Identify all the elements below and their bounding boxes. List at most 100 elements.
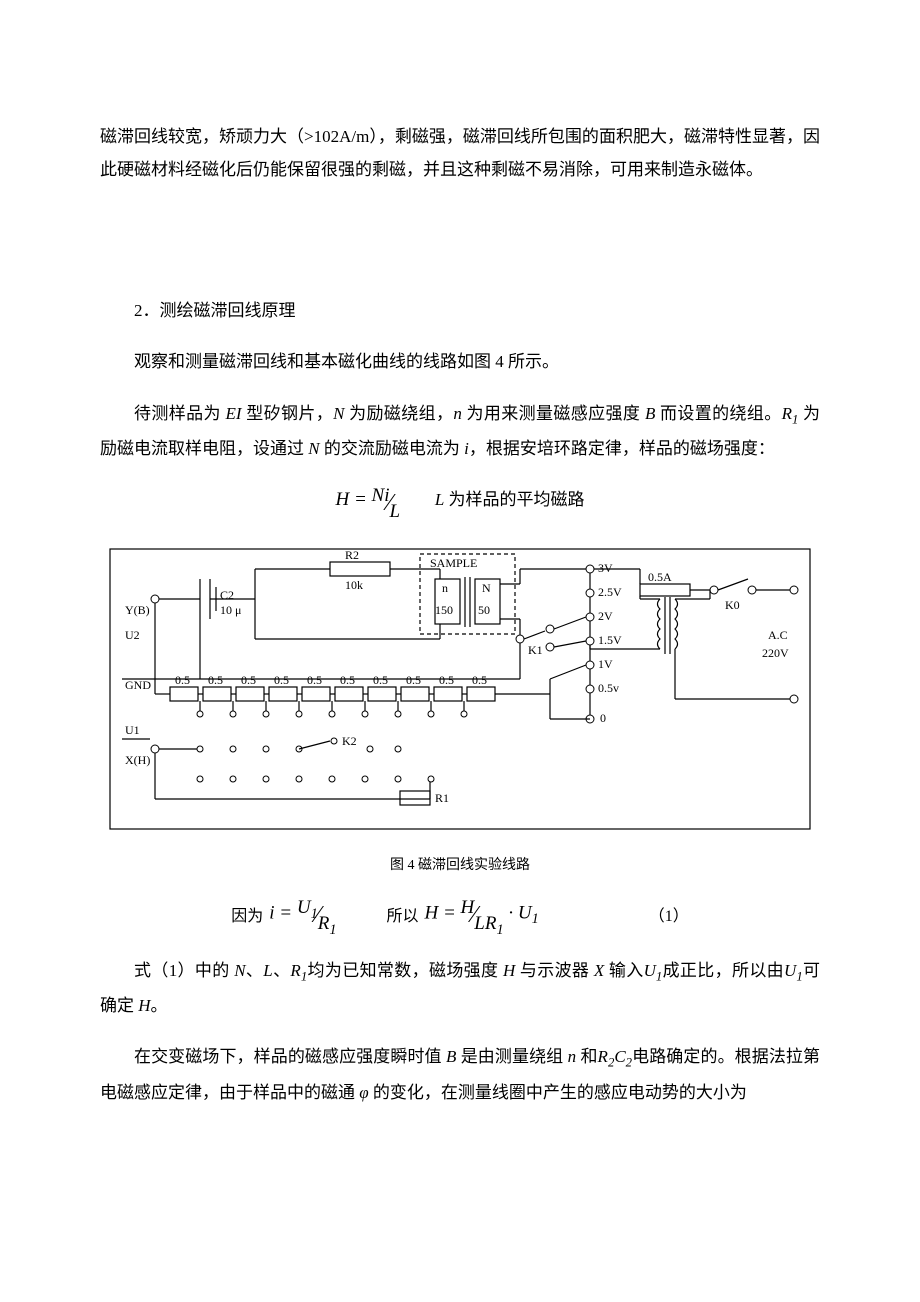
var-B: B (645, 404, 655, 423)
paragraph-5: 在交变磁场下，样品的磁感应强度瞬时值 B 是由测量绕组 n 和R2C2电路确定的… (100, 1040, 820, 1108)
text: 。 (151, 996, 168, 1015)
eq-lhs: H = (425, 902, 461, 923)
svg-text:0.5: 0.5 (208, 673, 223, 687)
label-n: n (442, 581, 448, 595)
var-X: X (594, 961, 604, 980)
label-3v: 3V (598, 561, 613, 575)
var-n: n (453, 404, 462, 423)
svg-text:0.5: 0.5 (175, 673, 190, 687)
eq-tail: · U (504, 902, 532, 923)
text: ，根据安培环路定律，样品的磁场强度： (469, 439, 775, 458)
label-nval: 150 (435, 603, 453, 617)
paragraph-2: 观察和测量磁滞回线和基本磁化曲线的线路如图 4 所示。 (100, 345, 820, 378)
var-C: C (614, 1047, 625, 1066)
label-1v: 1V (598, 657, 613, 671)
eq-den: R (318, 913, 330, 934)
label-yb: Y(B) (125, 603, 150, 617)
var-U: U (644, 961, 656, 980)
svg-text:0.5: 0.5 (241, 673, 256, 687)
var-n: n (568, 1047, 577, 1066)
var-H: H (503, 961, 515, 980)
var-B: B (446, 1047, 456, 1066)
label-k1: K1 (528, 643, 543, 657)
var-EI: EI (226, 404, 242, 423)
text: 、 (246, 961, 264, 980)
text: 式（1）中的 (134, 961, 234, 980)
var-L: L (263, 961, 272, 980)
paragraph-4: 式（1）中的 N、L、R1均为已知常数，磁场强度 H 与示波器 X 输入U1成正… (100, 954, 820, 1022)
sub: 1 (496, 922, 503, 938)
label-ac: A.C (768, 628, 788, 642)
label-05v: 0.5v (598, 681, 619, 695)
svg-text:0.5: 0.5 (340, 673, 355, 687)
svg-text:0.5: 0.5 (472, 673, 487, 687)
label-c2: C2 (220, 588, 234, 602)
sub: 1 (532, 911, 539, 927)
var-U: U (784, 961, 796, 980)
figure-caption: 图 4 磁滞回线实验线路 (100, 854, 820, 874)
var-L: L (435, 490, 444, 509)
equation-H: H = Ni⁄L L 为样品的平均磁路 (100, 485, 820, 514)
label-r2: R2 (345, 548, 359, 562)
var-R: R (290, 961, 300, 980)
label-N: N (482, 581, 491, 595)
text: 为样品的平均磁路 (444, 490, 584, 509)
label-2v: 2V (598, 609, 613, 623)
eq-prefix: 因为 (231, 902, 263, 926)
text: 均为已知常数，磁场强度 (307, 961, 503, 980)
text: 、 (273, 961, 291, 980)
label-220v: 220V (762, 646, 789, 660)
eq-num: U (297, 897, 311, 918)
label-0v: 0 (600, 711, 606, 725)
label-c2val: 10 μ (220, 603, 241, 617)
text: 型矽钢片， (242, 404, 334, 423)
label-gnd: GND (125, 678, 151, 692)
section-heading: 2．测绘磁滞回线原理 (100, 294, 820, 327)
text: 和 (576, 1047, 597, 1066)
label-u2: U2 (125, 628, 140, 642)
eq-den: L (389, 501, 400, 522)
label-05a: 0.5A (648, 570, 672, 584)
label-xh: X(H) (125, 753, 150, 767)
text: 成正比，所以由 (662, 961, 784, 980)
var-R: R (782, 404, 792, 423)
label-sample: SAMPLE (430, 556, 477, 570)
label-Nval: 50 (478, 603, 490, 617)
label-r2val: 10k (345, 578, 363, 592)
text: 待测样品为 (134, 404, 226, 423)
equation-row-1: 因为 i = U1⁄R1 所以 H = H⁄LR1 · U1 （1） (100, 899, 820, 929)
var-R: R (598, 1047, 608, 1066)
var-phi: φ (359, 1083, 368, 1102)
label-r1: R1 (435, 791, 449, 805)
eq-prefix: 所以 (386, 902, 418, 926)
text: 为励磁绕组， (344, 404, 453, 423)
label-k2: K2 (342, 734, 357, 748)
sub: 1 (329, 922, 336, 938)
eq-lhs: i = (269, 902, 297, 923)
eq-lhs: H = (335, 489, 371, 510)
label-u1: U1 (125, 723, 140, 737)
eq-den: LR (474, 913, 496, 934)
var-H: H (138, 996, 150, 1015)
text: 与示波器 (515, 961, 594, 980)
svg-text:0.5: 0.5 (307, 673, 322, 687)
text: 的变化，在测量线圈中产生的感应电动势的大小为 (369, 1083, 747, 1102)
var-N: N (308, 439, 319, 458)
svg-text:0.5: 0.5 (406, 673, 421, 687)
paragraph-intro: 磁滞回线较宽，矫顽力大（>102A/m），剩磁强，磁滞回线所包围的面积肥大，磁滞… (100, 120, 820, 186)
paragraph-3: 待测样品为 EI 型矽钢片，N 为励磁绕组，n 为用来测量磁感应强度 B 而设置… (100, 397, 820, 465)
circuit-diagram: Y(B) U2 GND U1 X(H) C2 10 μ R2 10k (100, 539, 820, 839)
text: 而设置的绕组。 (655, 404, 781, 423)
var-N: N (234, 961, 245, 980)
eq-number: （1） (649, 902, 689, 926)
label-k0: K0 (725, 598, 740, 612)
text: 为用来测量磁感应强度 (462, 404, 645, 423)
svg-text:0.5: 0.5 (373, 673, 388, 687)
label-25v: 2.5V (598, 585, 622, 599)
text: 在交变磁场下，样品的磁感应强度瞬时值 (134, 1047, 446, 1066)
svg-text:0.5: 0.5 (274, 673, 289, 687)
text: 是由测量绕组 (456, 1047, 567, 1066)
svg-text:0.5: 0.5 (439, 673, 454, 687)
text: 的交流励磁电流为 (320, 439, 465, 458)
var-N: N (333, 404, 344, 423)
